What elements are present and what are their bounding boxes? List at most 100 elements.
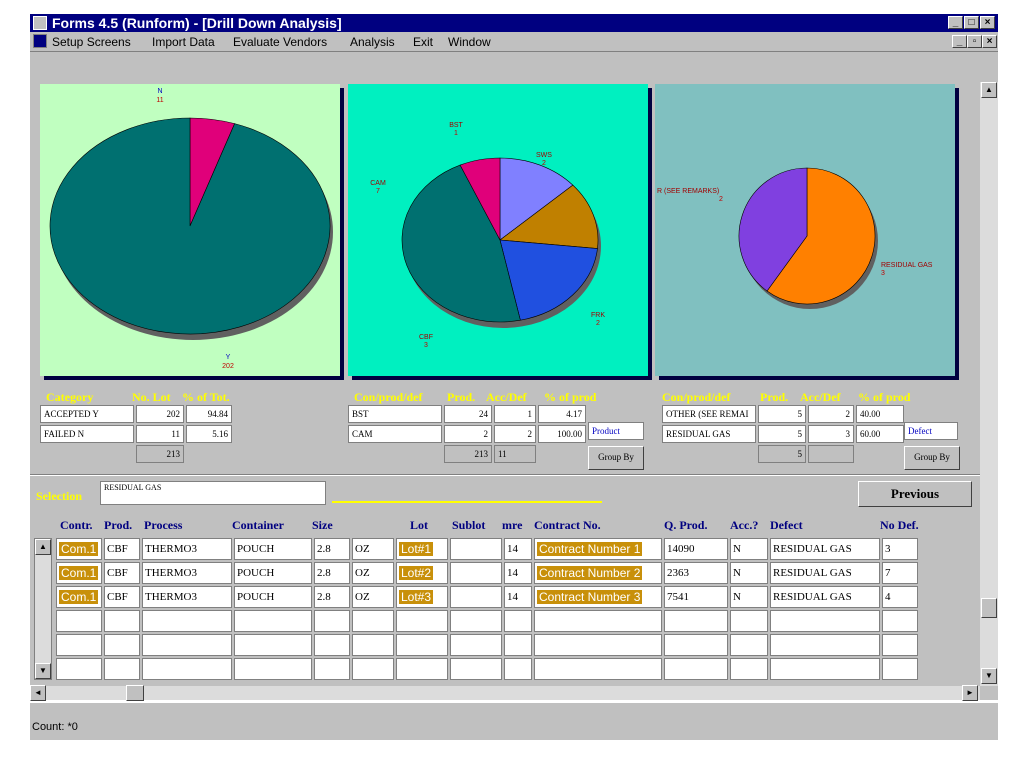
grid-cell[interactable]: [142, 634, 232, 656]
grid-cell[interactable]: N: [730, 538, 768, 560]
grid-cell[interactable]: [770, 634, 880, 656]
grid-cell[interactable]: [56, 634, 102, 656]
acceptance-pie-chart[interactable]: [40, 84, 340, 376]
selection-field[interactable]: RESIDUAL GAS: [100, 481, 326, 505]
grid-cell[interactable]: [450, 562, 502, 584]
grid-cell[interactable]: [450, 658, 502, 680]
grid-cell[interactable]: [664, 658, 728, 680]
grid-cell[interactable]: [664, 610, 728, 632]
grid-cell[interactable]: Contract Number 3: [534, 586, 662, 608]
grid-cell[interactable]: [142, 610, 232, 632]
menu-import-data[interactable]: Import Data: [152, 35, 215, 49]
grid-cell[interactable]: 14: [504, 538, 532, 560]
grid-cell[interactable]: [396, 658, 448, 680]
grid-cell[interactable]: [234, 634, 312, 656]
grid-cell[interactable]: [142, 658, 232, 680]
grid-cell[interactable]: 2.8: [314, 538, 350, 560]
grid-cell[interactable]: RESIDUAL GAS: [770, 562, 880, 584]
grid-cell[interactable]: N: [730, 562, 768, 584]
summary2-key-cell[interactable]: BST: [348, 405, 442, 423]
summary2-prod-cell[interactable]: 2: [444, 425, 492, 443]
summary3-def-cell[interactable]: 2: [808, 405, 854, 423]
grid-cell[interactable]: [450, 610, 502, 632]
grid-cell[interactable]: [56, 610, 102, 632]
summary1-pct-cell[interactable]: 5.16: [186, 425, 232, 443]
grid-cell[interactable]: RESIDUAL GAS: [770, 586, 880, 608]
grid-cell[interactable]: N: [730, 586, 768, 608]
minimize-icon[interactable]: _: [948, 16, 963, 29]
grid-cell[interactable]: [56, 658, 102, 680]
menu-evaluate-vendors[interactable]: Evaluate Vendors: [233, 35, 328, 49]
grid-cell[interactable]: [396, 610, 448, 632]
group-by-product-button[interactable]: Group By: [588, 446, 644, 470]
grid-cell[interactable]: Lot#3: [396, 586, 448, 608]
child-minimize-icon[interactable]: _: [952, 35, 967, 48]
summary2-pct-cell[interactable]: 4.17: [538, 405, 586, 423]
scroll-down-icon[interactable]: ▼: [981, 668, 997, 684]
grid-cell[interactable]: POUCH: [234, 586, 312, 608]
summary3-group-field[interactable]: Defect: [904, 422, 958, 440]
summary1-category-cell[interactable]: ACCEPTED Y: [40, 405, 134, 423]
pie-slice-cbf[interactable]: [499, 239, 598, 321]
close-icon[interactable]: ×: [980, 16, 995, 29]
grid-cell[interactable]: [534, 658, 662, 680]
grid-cell[interactable]: Com.1: [56, 538, 102, 560]
grid-scroll-up-icon[interactable]: ▲: [35, 539, 51, 555]
grid-cell[interactable]: 2.8: [314, 562, 350, 584]
scroll-left-icon[interactable]: ◄: [30, 685, 46, 701]
grid-cell[interactable]: OZ: [352, 538, 394, 560]
pie-slice-cam[interactable]: [401, 164, 521, 323]
grid-cell[interactable]: [770, 610, 880, 632]
grid-cell[interactable]: THERMO3: [142, 538, 232, 560]
grid-cell[interactable]: [770, 658, 880, 680]
grid-cell[interactable]: [450, 538, 502, 560]
grid-cell[interactable]: 14090: [664, 538, 728, 560]
summary3-prod-cell[interactable]: 5: [758, 425, 806, 443]
grid-scroll-down-icon[interactable]: ▼: [35, 663, 51, 679]
summary2-def-cell[interactable]: 1: [494, 405, 536, 423]
scroll-right-icon[interactable]: ►: [962, 685, 978, 701]
grid-cell[interactable]: [882, 658, 918, 680]
summary2-pct-cell[interactable]: 100.00: [538, 425, 586, 443]
grid-cell[interactable]: [396, 634, 448, 656]
grid-cell[interactable]: OZ: [352, 562, 394, 584]
summary3-pct-cell[interactable]: 60.00: [856, 425, 904, 443]
grid-cell[interactable]: [504, 610, 532, 632]
grid-cell[interactable]: 7541: [664, 586, 728, 608]
grid-cell[interactable]: [352, 658, 394, 680]
doc-icon[interactable]: [33, 34, 47, 48]
grid-cell[interactable]: Com.1: [56, 586, 102, 608]
grid-cell[interactable]: Contract Number 1: [534, 538, 662, 560]
hscroll-thumb[interactable]: [126, 685, 144, 701]
grid-cell[interactable]: [882, 634, 918, 656]
grid-cell[interactable]: CBF: [104, 586, 140, 608]
maximize-icon[interactable]: □: [964, 16, 979, 29]
product-pie-chart[interactable]: [348, 84, 648, 376]
grid-cell[interactable]: Contract Number 2: [534, 562, 662, 584]
summary2-key-cell[interactable]: CAM: [348, 425, 442, 443]
summary2-group-field[interactable]: Product: [588, 422, 644, 440]
grid-cell[interactable]: Lot#2: [396, 562, 448, 584]
grid-cell[interactable]: THERMO3: [142, 586, 232, 608]
grid-cell[interactable]: POUCH: [234, 538, 312, 560]
summary2-prod-cell[interactable]: 24: [444, 405, 492, 423]
summary1-pct-cell[interactable]: 94.84: [186, 405, 232, 423]
window-horizontal-scrollbar[interactable]: ◄ ►: [30, 685, 980, 701]
pie-slice-y[interactable]: [49, 117, 331, 335]
menu-window[interactable]: Window: [448, 35, 491, 49]
grid-cell[interactable]: [730, 634, 768, 656]
grid-cell[interactable]: [104, 610, 140, 632]
grid-cell[interactable]: [504, 634, 532, 656]
grid-cell[interactable]: 2.8: [314, 586, 350, 608]
summary1-count-cell[interactable]: 202: [136, 405, 184, 423]
grid-cell[interactable]: [730, 658, 768, 680]
grid-cell[interactable]: 3: [882, 538, 918, 560]
summary3-key-cell[interactable]: RESIDUAL GAS: [662, 425, 756, 443]
grid-cell[interactable]: [352, 634, 394, 656]
grid-cell[interactable]: [534, 634, 662, 656]
menu-analysis[interactable]: Analysis: [350, 35, 395, 49]
grid-cell[interactable]: [534, 610, 662, 632]
grid-cell[interactable]: [234, 658, 312, 680]
grid-cell[interactable]: [352, 610, 394, 632]
grid-cell[interactable]: [314, 658, 350, 680]
